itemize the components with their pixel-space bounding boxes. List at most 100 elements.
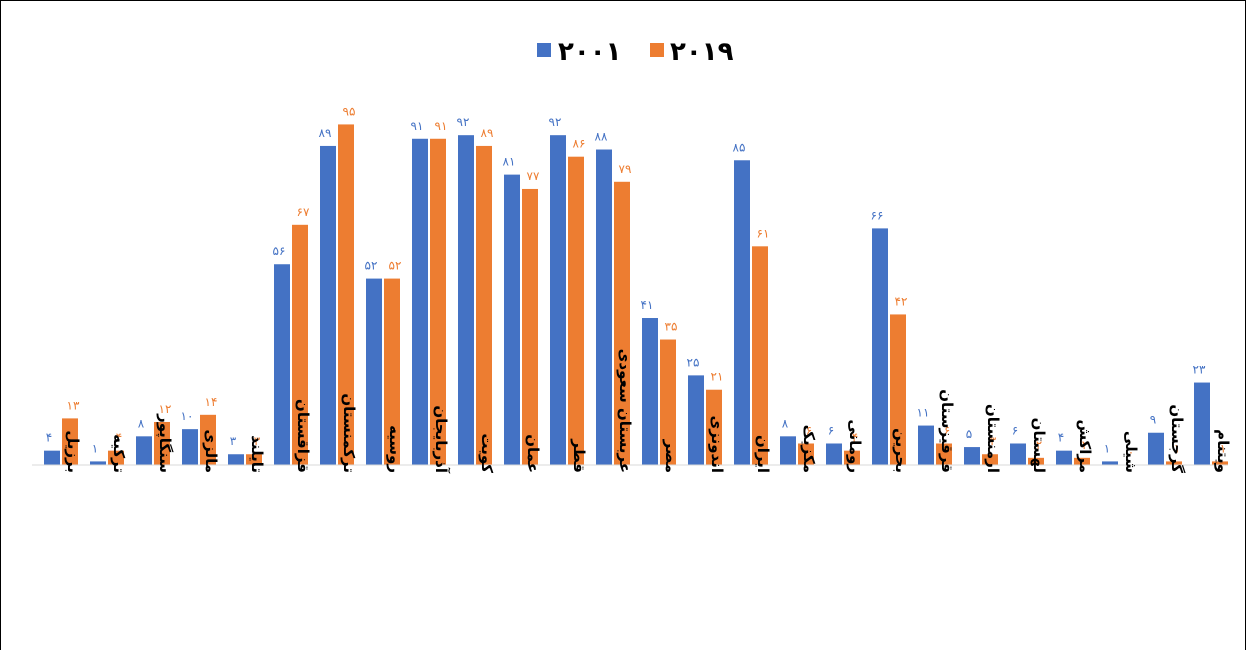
- bar-2001-18: [872, 228, 888, 465]
- data-label-2019-12: ۷۹: [619, 162, 632, 176]
- data-label-2019-23: ۰: [1128, 445, 1134, 459]
- bar-2019-21: [1028, 457, 1044, 465]
- category-label-20: ارمنستان: [984, 404, 1002, 473]
- bar-2001-16: [780, 436, 796, 465]
- category-label-25: ویتنام: [1214, 429, 1232, 473]
- bar-2019-15: [752, 246, 768, 465]
- data-label-2019-13: ۳۵: [665, 320, 678, 334]
- data-label-2019-1: ۴: [116, 431, 122, 445]
- bar-2001-8: [412, 138, 428, 465]
- bar-2019-14: [706, 389, 722, 465]
- bar-2001-21: [1010, 443, 1026, 465]
- category-label-15: ایران: [754, 435, 772, 473]
- legend-swatch-2001: [537, 43, 551, 57]
- bar-2019-3: [200, 414, 216, 465]
- data-label-2001-18: ۶۶: [871, 208, 884, 222]
- bar-2001-11: [550, 135, 566, 465]
- data-label-2001-4: ۳: [230, 434, 237, 448]
- data-label-2001-8: ۹۱: [411, 119, 424, 133]
- bar-2001-0: [44, 450, 60, 465]
- bar-2019-4: [246, 454, 262, 465]
- data-label-2001-2: ۸: [138, 416, 145, 430]
- category-label-23: شیلی: [1122, 431, 1140, 473]
- bar-2019-22: [1074, 457, 1090, 465]
- data-label-2001-20: ۵: [966, 427, 972, 441]
- bar-2019-9: [476, 145, 492, 465]
- data-label-2019-19: ۶: [944, 423, 950, 437]
- bar-2001-5: [274, 264, 290, 465]
- bar-2001-19: [918, 425, 934, 465]
- legend-swatch-2019: [650, 43, 664, 57]
- data-label-2019-24: ۱: [1174, 441, 1180, 455]
- data-label-2001-10: ۸۱: [503, 155, 516, 169]
- data-label-2001-19: ۱۱: [917, 406, 930, 420]
- category-label-16: مکزیک: [800, 425, 818, 473]
- bar-2019-0: [62, 418, 78, 465]
- bar-2001-14: [688, 375, 704, 465]
- data-label-2001-13: ۴۱: [641, 298, 654, 312]
- category-label-12: عربستان سعودی: [616, 349, 634, 473]
- bar-2019-17: [844, 450, 860, 465]
- category-label-0: برزیل: [64, 430, 82, 473]
- category-label-17: رومانی: [846, 419, 864, 473]
- category-label-1: ترکیه: [110, 434, 128, 473]
- bar-2019-2: [154, 421, 170, 465]
- category-label-10: عمان: [524, 434, 542, 473]
- data-label-2019-21: ۲: [1036, 438, 1042, 452]
- category-label-8: آذربایجان: [432, 405, 450, 473]
- bar-2019-20: [982, 454, 998, 465]
- category-label-21: لهستان: [1030, 418, 1048, 473]
- data-label-2001-16: ۸: [782, 416, 789, 430]
- data-label-2019-6: ۹۵: [343, 104, 356, 118]
- bar-2019-12: [614, 181, 630, 465]
- data-label-2019-11: ۸۶: [573, 137, 586, 151]
- data-label-2019-14: ۲۱: [711, 370, 724, 384]
- bar-2019-5: [292, 224, 308, 465]
- bar-2001-22: [1056, 450, 1072, 465]
- bar-2019-10: [522, 188, 538, 465]
- data-label-2001-21: ۶: [1012, 423, 1018, 437]
- legend: ۲۰۰۱ ۲۰۱۹: [537, 37, 734, 67]
- category-label-13: مصر: [662, 439, 680, 473]
- bar-2001-20: [964, 447, 980, 465]
- category-label-3: مالزی: [202, 429, 220, 473]
- category-label-22: مراکش: [1076, 419, 1094, 473]
- data-label-2019-17: ۴: [852, 431, 858, 445]
- data-label-2001-3: ۱۰: [181, 409, 194, 423]
- data-label-2019-9: ۸۹: [481, 126, 494, 140]
- category-label-2: سنگاپور: [155, 413, 174, 473]
- data-label-2019-25: ۱: [1220, 441, 1226, 455]
- category-labels-group: برزیل ترکیه سنگاپور مالزی تایلند قزاقستان ترکم…: [64, 349, 1232, 474]
- bar-2019-19: [936, 443, 952, 465]
- data-label-2019-16: ۶: [806, 423, 812, 437]
- bar-2001-12: [596, 149, 612, 465]
- data-label-2019-4: ۳: [254, 434, 261, 448]
- data-label-2019-8: ۹۱: [435, 119, 448, 133]
- data-label-2019-18: ۴۲: [895, 294, 908, 308]
- bar-2001-15: [734, 160, 750, 465]
- bar-2001-3: [182, 429, 198, 465]
- bar-2001-24: [1148, 432, 1164, 465]
- data-label-2019-3: ۱۴: [205, 395, 218, 409]
- bar-2019-16: [798, 443, 814, 465]
- bar-2019-13: [660, 339, 676, 465]
- data-label-2019-5: ۶۷: [297, 205, 310, 219]
- bar-2001-1: [90, 461, 106, 465]
- data-label-2001-5: ۵۶: [273, 244, 286, 258]
- category-label-6: ترکمنستان: [340, 393, 358, 473]
- bar-2001-25: [1194, 382, 1210, 465]
- category-label-19: قرقیزستان: [938, 389, 956, 473]
- data-label-2019-22: ۲: [1082, 438, 1088, 452]
- data-label-2001-1: ۱: [92, 441, 98, 455]
- bar-2019-1: [108, 450, 124, 465]
- bar-2001-2: [136, 436, 152, 465]
- bar-2001-10: [504, 174, 520, 466]
- bar-2019-11: [568, 156, 584, 465]
- bar-2001-4: [228, 454, 244, 465]
- data-label-2001-17: ۶: [828, 423, 834, 437]
- bar-2019-6: [338, 124, 354, 466]
- legend-label-2001: ۲۰۰۱: [558, 37, 621, 67]
- category-label-24: گرجستان: [1168, 404, 1186, 473]
- category-label-18: بحرین: [892, 428, 910, 473]
